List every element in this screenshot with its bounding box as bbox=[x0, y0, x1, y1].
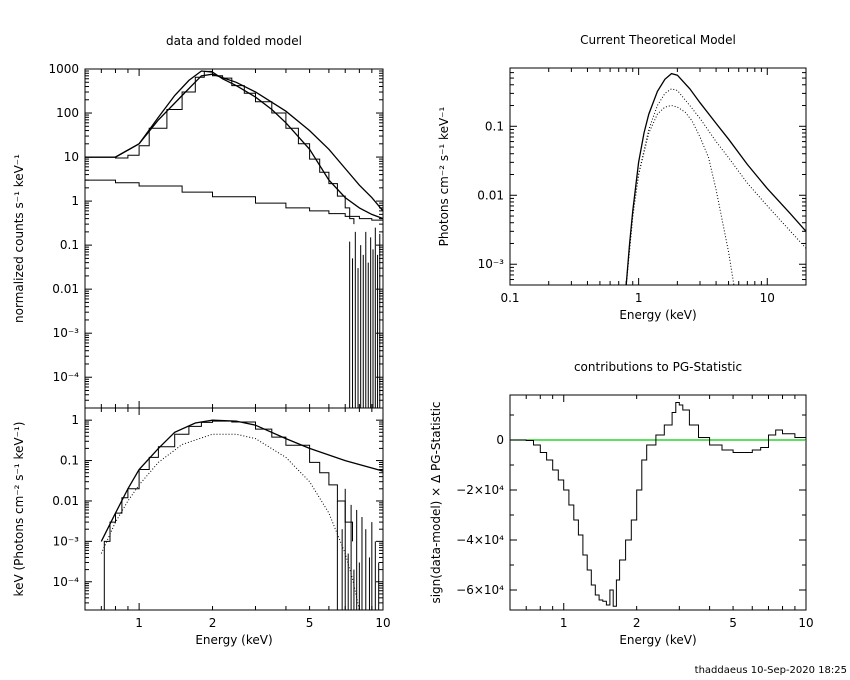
y-tick-label: 0.01 bbox=[52, 282, 79, 296]
chart-title: Current Theoretical Model bbox=[580, 33, 736, 47]
x-tick-label: 10 bbox=[798, 616, 813, 630]
y-tick-label: 0.01 bbox=[52, 494, 79, 508]
y-tick-label: 10⁻⁴ bbox=[53, 370, 80, 384]
x-tick-label: 5 bbox=[306, 616, 314, 630]
panel-unfolded-spectrum: 1 2 5 10 1 0.1 0.01 10⁻³ 10⁻⁴ Energy (keV) keV (Ph… bbox=[12, 407, 391, 647]
plot-frame bbox=[84, 407, 384, 611]
y-tick-label: −2×10⁴ bbox=[456, 483, 504, 497]
x-tick-label: 0.1 bbox=[500, 291, 519, 305]
y-axis-label: Photons cm⁻² s⁻¹ keV⁻¹ bbox=[437, 107, 451, 247]
x-tick-label: 10 bbox=[760, 291, 775, 305]
panel-data-and-folded-model: 1000 100 10 1 0.1 0.01 10⁻³ 10⁻⁴ data and folded… bbox=[12, 34, 384, 409]
x-tick-label: 5 bbox=[729, 616, 737, 630]
y-tick-label: 1000 bbox=[48, 62, 79, 76]
series-1-line bbox=[85, 70, 383, 220]
panel-theoretical-model: 0.1 1 10 0.1 0.01 10⁻³ Current Theoretical Mod… bbox=[437, 33, 807, 322]
series-2-line bbox=[85, 73, 383, 212]
series-0-line bbox=[625, 72, 806, 285]
series-2-dotted bbox=[625, 88, 806, 285]
series-0-histogram bbox=[85, 420, 353, 610]
y-tick-label: 1 bbox=[71, 194, 79, 208]
x-axis-label: Energy (keV) bbox=[619, 633, 696, 647]
x-axis-label: Energy (keV) bbox=[195, 633, 272, 647]
y-tick-label: 10⁻³ bbox=[53, 326, 80, 340]
plot-frame bbox=[509, 394, 807, 611]
series-1-dotted bbox=[625, 104, 735, 285]
y-tick-label: 0.1 bbox=[60, 238, 79, 252]
plot-frame bbox=[509, 67, 807, 286]
series-1-line bbox=[100, 419, 383, 542]
series-3-histogram bbox=[85, 179, 383, 222]
footer-timestamp: thaddaeus 10-Sep-2020 18:25 bbox=[694, 665, 847, 676]
x-tick-label: 10 bbox=[375, 616, 390, 630]
x-tick-label: 2 bbox=[633, 616, 641, 630]
x-tick-label: 1 bbox=[135, 616, 143, 630]
x-tick-label: 1 bbox=[635, 291, 643, 305]
y-tick-label: −4×10⁴ bbox=[456, 533, 504, 547]
y-tick-label: 1 bbox=[71, 413, 79, 427]
y-tick-label: 0.1 bbox=[60, 454, 79, 468]
y-tick-label: 0.01 bbox=[477, 188, 504, 202]
x-axis-label: Energy (keV) bbox=[619, 308, 696, 322]
y-axis-label: keV (Photons cm⁻² s⁻¹ keV⁻¹) bbox=[12, 422, 26, 597]
y-tick-label: 10⁻⁴ bbox=[53, 575, 80, 589]
y-tick-label: 0 bbox=[496, 433, 504, 447]
chart-title: data and folded model bbox=[166, 34, 302, 48]
y-tick-label: −6×10⁴ bbox=[456, 583, 504, 597]
y-tick-label: 10⁻³ bbox=[478, 257, 505, 271]
y-tick-label: 10⁻³ bbox=[53, 534, 80, 548]
chart-title: contributions to PG-Statistic bbox=[574, 360, 742, 374]
y-axis-label: normalized counts s⁻¹ keV⁻¹ bbox=[12, 154, 26, 323]
plot-frame bbox=[84, 68, 384, 409]
y-tick-label: 0.1 bbox=[485, 119, 504, 133]
series-0-histogram bbox=[85, 70, 355, 225]
y-tick-label: 100 bbox=[56, 106, 79, 120]
series-0-histogram bbox=[510, 402, 806, 607]
y-axis-label: sign(data-model) × Δ PG-Statistic bbox=[429, 401, 443, 603]
x-tick-label: 1 bbox=[560, 616, 568, 630]
series-2-dotted bbox=[100, 433, 360, 610]
y-tick-label: 10 bbox=[64, 150, 79, 164]
panel-pg-statistic-contributions: 1 2 5 10 0 −2×10⁴ −4×10⁴ −6×10⁴ contributions to… bbox=[429, 360, 814, 647]
x-tick-label: 2 bbox=[209, 616, 217, 630]
